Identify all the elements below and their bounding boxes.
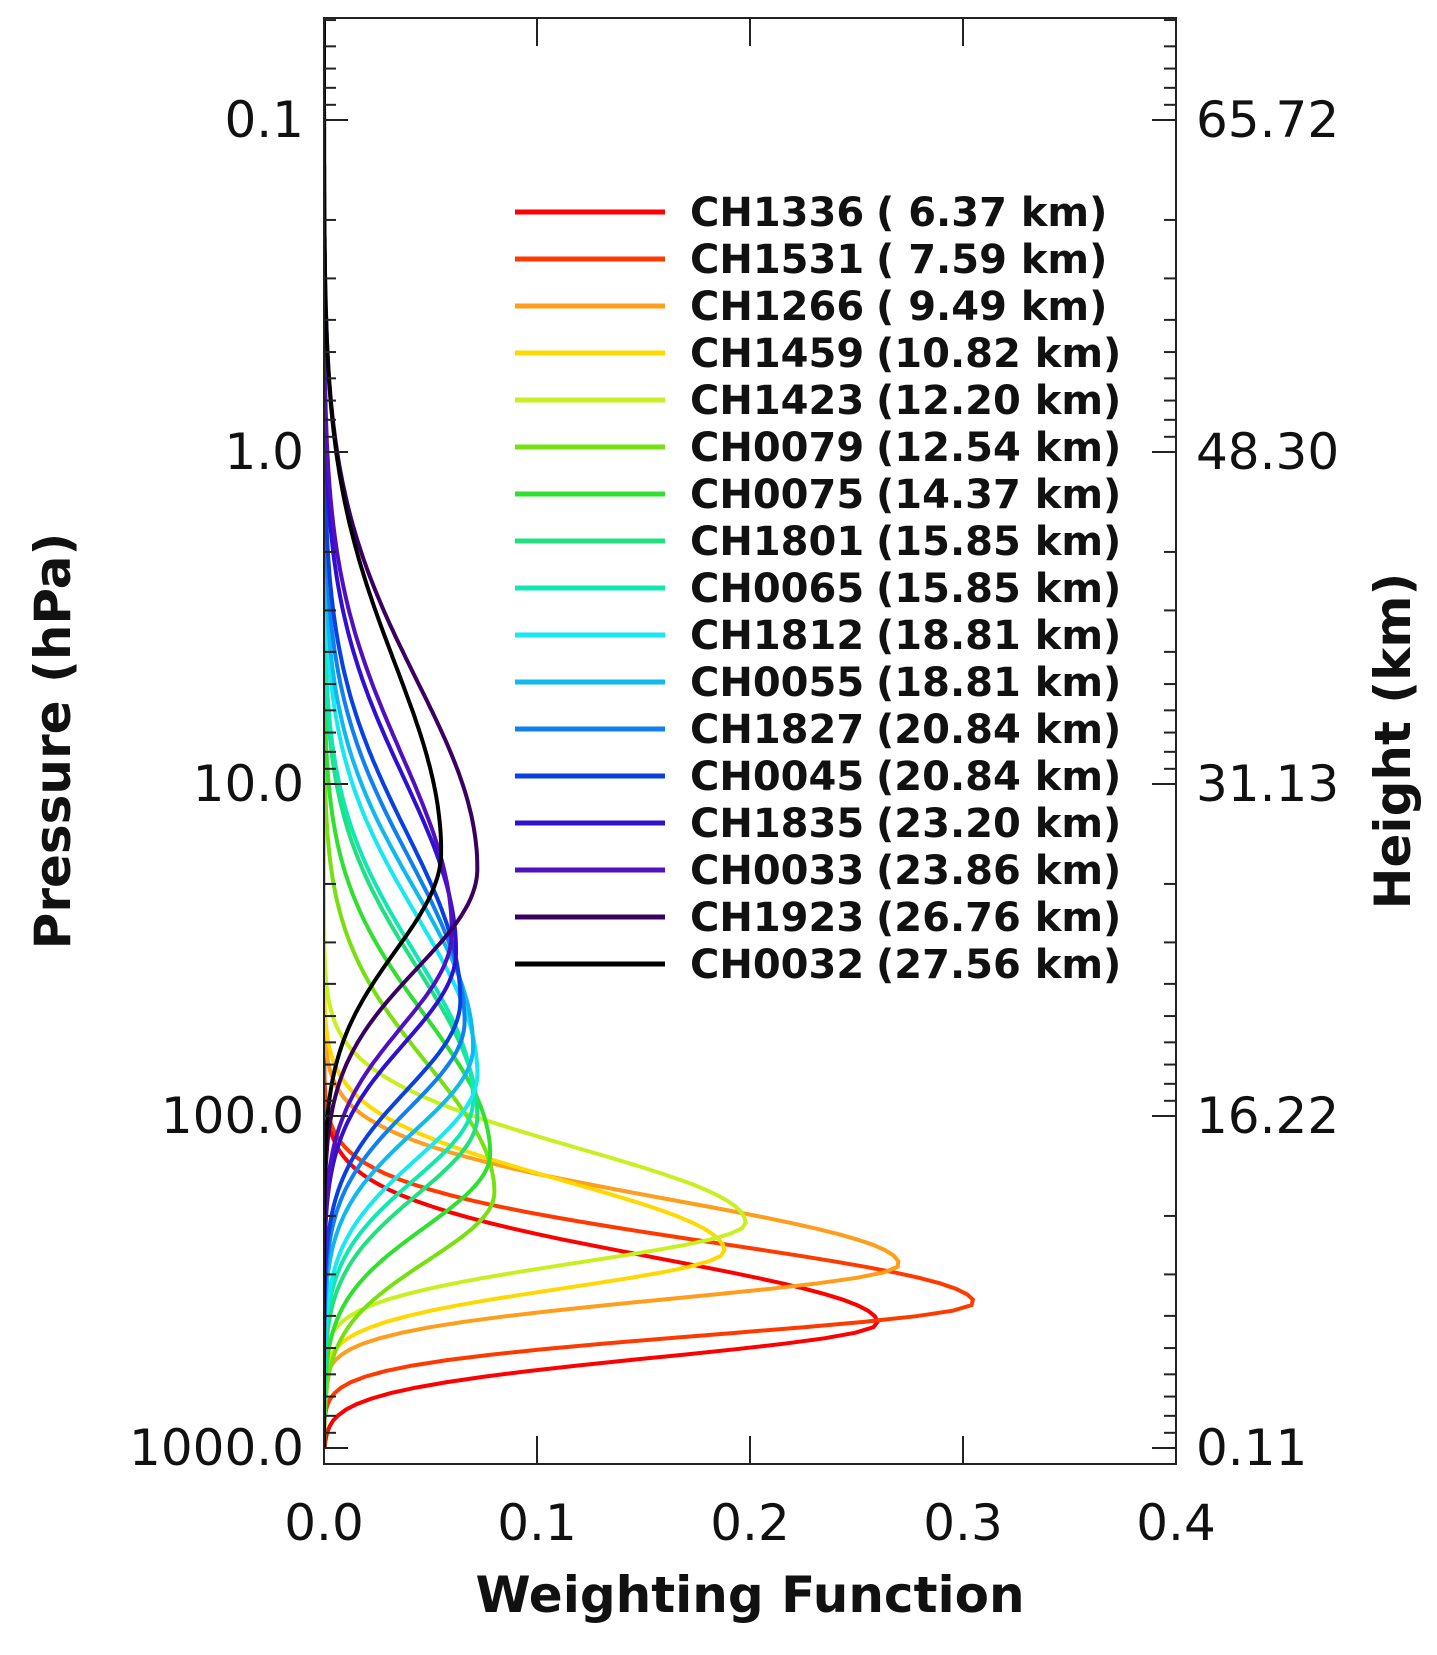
y-axis-title: Pressure (hPa) (24, 533, 82, 950)
legend-label-height: (18.81 km) (876, 660, 1121, 706)
legend-label-channel: CH1801 (690, 519, 864, 565)
legend-label-height: (12.20 km) (876, 378, 1121, 424)
legend-label-height: (26.76 km) (876, 895, 1121, 941)
series-line-ch1336 (324, 20, 881, 1449)
legend-label-height: (23.86 km) (876, 848, 1121, 894)
legend-label-height: (23.20 km) (876, 801, 1121, 847)
legend-label-height: (27.56 km) (876, 942, 1121, 988)
y-tick-label: 1000.0 (129, 1419, 304, 1477)
legend-label-channel: CH0045 (690, 754, 864, 800)
legend-label-channel: CH0033 (690, 848, 864, 894)
y-tick-label: 100.0 (161, 1087, 304, 1145)
legend-label-height: ( 9.49 km) (876, 284, 1107, 330)
series-line-ch0045 (324, 20, 463, 1448)
x-tick-label: 0.2 (710, 1494, 790, 1552)
series-line-ch1531 (324, 20, 976, 1448)
series-line-ch1827 (324, 20, 467, 1448)
legend-label-channel: CH0055 (690, 660, 864, 706)
y-tick-label: 1.0 (224, 423, 304, 481)
legend-label-channel: CH0075 (690, 472, 864, 518)
x-tick-label: 0.3 (923, 1494, 1003, 1552)
legend-label-height: (20.84 km) (876, 707, 1121, 753)
legend-label-channel: CH1423 (690, 378, 864, 424)
x-tick-label: 0.4 (1136, 1494, 1216, 1552)
x-tick-label: 0.1 (497, 1494, 577, 1552)
series-line-ch1812 (324, 20, 480, 1448)
series-line-ch1459 (324, 20, 727, 1448)
y2-axis-title: Height (km) (1364, 573, 1422, 910)
legend-label-channel: CH1459 (690, 331, 864, 377)
legend-label-height: (15.85 km) (876, 566, 1121, 612)
y-tick-label: 0.1 (224, 91, 304, 149)
series-line-ch0065 (324, 20, 476, 1448)
legend-label-channel: CH1336 (690, 190, 864, 236)
x-tick-label: 0.0 (284, 1494, 364, 1552)
legend-label-height: (18.81 km) (876, 613, 1121, 659)
series-line-ch1423 (324, 20, 748, 1448)
legend-label-channel: CH0032 (690, 942, 864, 988)
legend-label-channel: CH1835 (690, 801, 864, 847)
y2-tick-label: 31.13 (1196, 755, 1339, 813)
x-axis-title: Weighting Function (475, 1566, 1024, 1624)
legend-label-height: (10.82 km) (876, 331, 1121, 377)
series-line-ch0055 (324, 20, 476, 1448)
legend-label-channel: CH1812 (690, 613, 864, 659)
legend-label-height: ( 7.59 km) (876, 237, 1107, 283)
legend-label-height: (20.84 km) (876, 754, 1121, 800)
y2-tick-label: 65.72 (1196, 91, 1339, 149)
y2-tick-label: 0.11 (1196, 1419, 1307, 1477)
legend-label-height: (14.37 km) (876, 472, 1121, 518)
legend: CH1336 ( 6.37 km) CH1531 ( 7.59 km) CH1266 ( … (515, 190, 1121, 988)
y2-tick-label: 16.22 (1196, 1087, 1339, 1145)
legend-label-channel: CH0079 (690, 425, 864, 471)
legend-label-channel: CH0065 (690, 566, 864, 612)
y-tick-label: 10.0 (193, 755, 304, 813)
legend-label-channel: CH1923 (690, 895, 864, 941)
series-line-ch0075 (324, 20, 493, 1448)
series-line-ch1266 (324, 20, 901, 1448)
legend-label-height: (15.85 km) (876, 519, 1121, 565)
legend-label-height: (12.54 km) (876, 425, 1121, 471)
legend-label-channel: CH1266 (690, 284, 864, 330)
legend-label-height: ( 6.37 km) (876, 190, 1107, 236)
legend-label-channel: CH1531 (690, 237, 864, 283)
y2-tick-label: 48.30 (1196, 423, 1339, 481)
legend-label-channel: CH1827 (690, 707, 864, 753)
